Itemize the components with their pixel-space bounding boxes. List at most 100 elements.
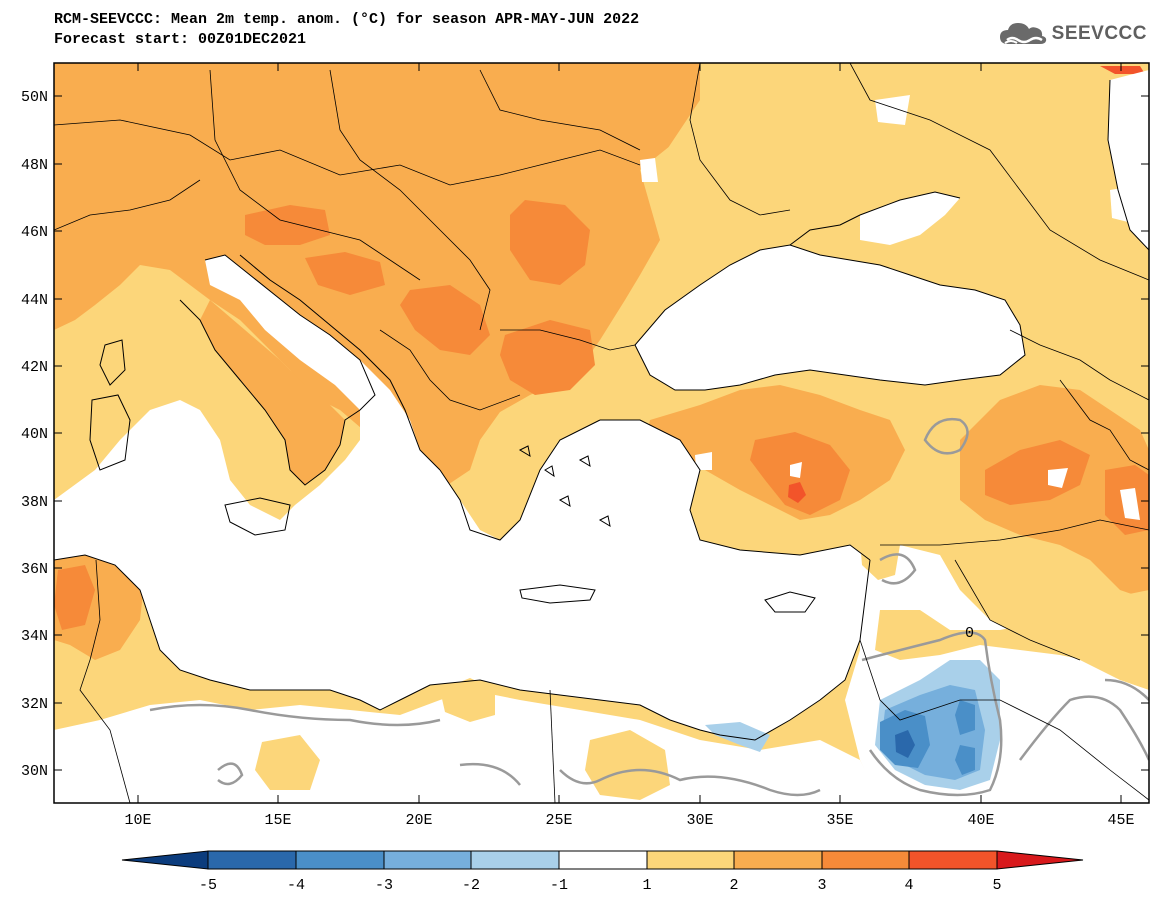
zero-contour-libya-small — [217, 762, 244, 786]
lat-tick-34: 34N — [21, 628, 1149, 645]
lat-label-38: 38N — [21, 494, 48, 511]
anomaly-field: 0 — [54, 63, 1149, 803]
seevccc-logo: SEEVCCC — [998, 20, 1147, 48]
anomaly-gap-1 — [875, 95, 910, 125]
coastline-caspian — [1107, 79, 1149, 251]
lat-tick-40: 40N — [21, 426, 1149, 443]
colorbar-label-6: 1 — [642, 877, 651, 894]
zero-contour-north-arabia — [879, 553, 917, 585]
lon-tick-25: 25E — [545, 63, 573, 829]
anomaly-tunisia-3-4 — [54, 565, 95, 630]
lat-label-48: 48N — [21, 157, 48, 174]
border-10 — [1009, 329, 1149, 401]
colorbar-label-3: -3 — [375, 877, 393, 894]
anomaly-anatolia-4-5 — [788, 482, 806, 503]
zero-contour-egypt — [559, 768, 821, 797]
coastline-corsica — [99, 339, 126, 386]
lon-tick-20: 20E — [405, 63, 433, 829]
country-borders — [54, 63, 1149, 803]
border-8 — [689, 63, 791, 216]
lat-tick-44: 44N — [21, 292, 1149, 309]
lat-label-42: 42N — [21, 359, 48, 376]
title-block: RCM-SEEVCCC: Mean 2m temp. anom. (°C) fo… — [54, 10, 639, 50]
border-12 — [954, 559, 1081, 661]
lon-label-20: 20E — [405, 812, 432, 829]
lon-label-30: 30E — [686, 812, 713, 829]
colorbar-arrow-left — [121, 850, 209, 870]
mediterranean-sea — [54, 255, 870, 740]
coastline-turkey — [600, 419, 871, 561]
anomaly-neg-4-5 — [895, 730, 915, 758]
zero-contour-egypt-b — [459, 763, 521, 786]
anomaly-libya-1-2-b — [255, 735, 320, 790]
border-11 — [880, 519, 1149, 546]
lat-label-50: 50N — [21, 89, 48, 106]
lat-tick-32: 32N — [21, 696, 1149, 713]
anomaly-arabia-1-2 — [875, 590, 1149, 680]
anomaly-gap-3 — [790, 462, 802, 478]
border-2 — [329, 69, 491, 331]
lon-tick-10: 10E — [124, 63, 152, 829]
border-16 — [1059, 379, 1149, 471]
lon-label-10: 10E — [124, 812, 151, 829]
lat-label-30: 30N — [21, 763, 48, 780]
lat-tick-46: 46N — [21, 224, 1149, 241]
logo-text: SEEVCCC — [1051, 23, 1147, 44]
coastline-africa — [54, 554, 821, 741]
lat-tick-38: 38N — [21, 494, 1149, 511]
colorbar-bin-1 — [207, 850, 297, 870]
lon-tick-15: 15E — [264, 63, 292, 829]
cloud-icon — [999, 23, 1046, 44]
colorbar-label-10: 5 — [992, 877, 1001, 894]
colorbar-bin-2 — [295, 850, 385, 870]
anomaly-gap-6 — [695, 452, 712, 470]
coastline-adriatic — [239, 254, 441, 471]
anomaly-romania-3-4 — [510, 200, 590, 285]
anomaly-ukraine-4-5 — [1100, 66, 1145, 74]
colorbar-label-4: -2 — [462, 877, 480, 894]
anomaly-egypt-1-2 — [585, 730, 670, 800]
lon-tick-40: 40E — [967, 63, 995, 829]
forecast-start: Forecast start: 00Z01DEC2021 — [54, 31, 307, 48]
border-15 — [549, 689, 556, 803]
anomaly-croatia-3-4 — [245, 205, 330, 245]
anomaly-neg-3-4-c — [955, 745, 975, 775]
lon-label-45: 45E — [1107, 812, 1134, 829]
zero-contour-libya — [149, 703, 441, 727]
colorbar-label-8: 3 — [817, 877, 826, 894]
coastline-crimea — [789, 191, 961, 246]
anomaly-bulgaria-3-4 — [500, 320, 595, 395]
coastlines — [54, 79, 1149, 741]
anomaly-libya-1-2-a — [440, 678, 495, 722]
lon-label-15: 15E — [264, 812, 291, 829]
coastline-black-sea — [634, 244, 1026, 391]
anomaly-gap-4 — [1048, 468, 1068, 488]
coastline-sicily — [224, 497, 291, 536]
lon-tick-35: 35E — [826, 63, 854, 829]
anomaly-east-3-4 — [985, 440, 1090, 505]
anomaly-italy-2-3 — [200, 300, 345, 485]
coastline-sardinia — [89, 394, 131, 471]
contour-label: 0 — [965, 625, 974, 642]
azov-sea — [860, 192, 960, 245]
border-9 — [849, 63, 1149, 281]
colorbar-ticks: -5 -4 -3 -2 -1 1 2 3 4 5 — [199, 877, 1002, 894]
lat-tick-30: 30N — [21, 763, 1149, 780]
colorbar-bin-7 — [733, 850, 823, 870]
lat-axis: 50N 48N 46N 44N 42N 40N 38N 36N — [21, 89, 1149, 780]
lat-tick-48: 48N — [21, 157, 1149, 174]
border-6 — [379, 329, 521, 411]
colorbar-label-7: 2 — [729, 877, 738, 894]
colorbar-bin-6 — [646, 850, 735, 870]
coastline-greece — [439, 419, 601, 541]
coastline-crete — [519, 584, 596, 604]
colorbar-label-1: -5 — [199, 877, 217, 894]
zero-contour-arabia — [861, 631, 1003, 797]
border-7 — [500, 329, 636, 351]
colorbar — [121, 850, 1084, 870]
colorbar-bin-8 — [821, 850, 910, 870]
anomaly-gap-5 — [1120, 488, 1140, 520]
lon-tick-45: 45E — [1107, 63, 1135, 829]
lon-label-35: 35E — [826, 812, 853, 829]
